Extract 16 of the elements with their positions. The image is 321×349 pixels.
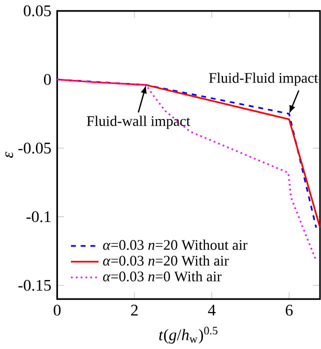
annotation: Fluid-Fluid impact — [209, 72, 318, 86]
y-tick-label: 0.05 — [24, 5, 51, 16]
y-tick-label: -0.05 — [18, 142, 51, 154]
x-tick-label: 0 — [54, 304, 61, 316]
y-tick-label: -0.1 — [26, 211, 51, 222]
legend-label: α=0.03 n=20 Without air — [103, 240, 248, 250]
y-tick-label: 0 — [44, 74, 51, 85]
legend-label: α=0.03 n=0 With air — [103, 271, 222, 282]
annotation: Fluid-wall impact — [86, 116, 190, 129]
x-tick-label: 6 — [286, 304, 293, 316]
x-axis-title: t(g/h$_{w}$)$^{0.5}$ — [159, 326, 218, 344]
x-tick-label: 4 — [208, 304, 216, 316]
legend-label: α=0.03 n=20 With air — [103, 255, 229, 266]
y-axis-title: ε — [5, 152, 14, 158]
y-tick-label: -0.15 — [18, 280, 51, 291]
x-tick-label: 2 — [131, 304, 138, 316]
